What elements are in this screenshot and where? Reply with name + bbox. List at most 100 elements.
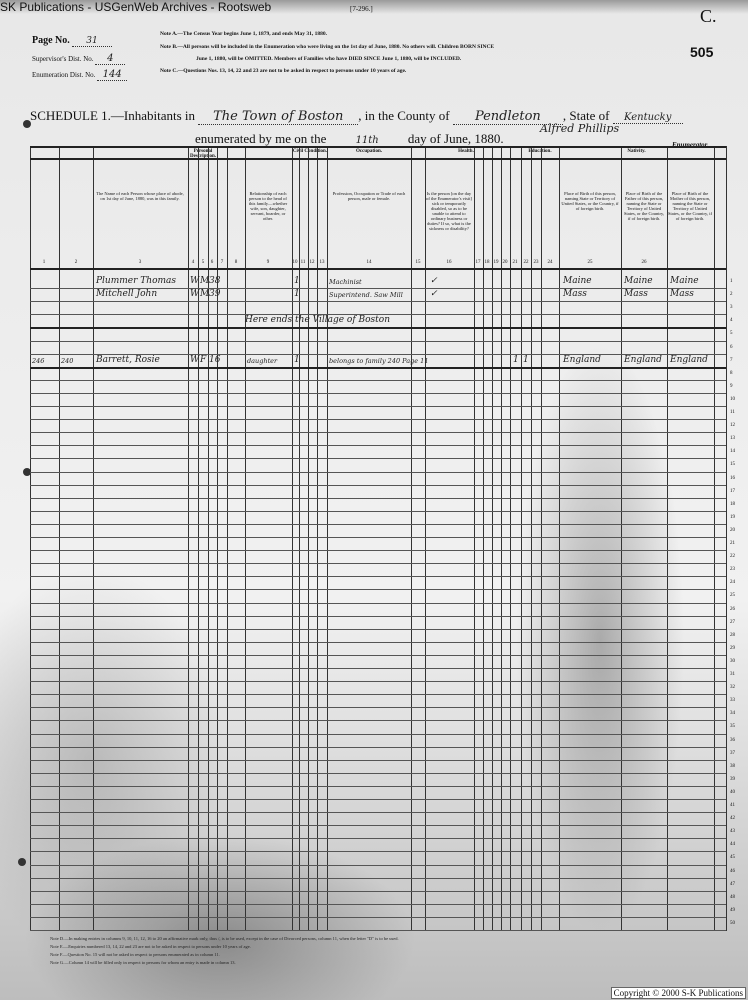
row-number: 25	[730, 593, 735, 599]
row-rule	[30, 602, 726, 604]
row-rule	[30, 733, 726, 735]
row-rule	[30, 432, 726, 434]
row-number: 33	[730, 698, 735, 704]
row-number: 36	[730, 737, 735, 743]
row-rule	[30, 537, 726, 538]
entry-father: Mass	[624, 289, 648, 300]
entry-age: 38	[209, 276, 221, 286]
row-number: 1	[730, 279, 733, 284]
group-civil: Civil Condition.	[292, 149, 328, 154]
entry-sex: M	[200, 276, 210, 286]
row-rule	[30, 825, 726, 827]
column-number: 11	[300, 260, 306, 265]
row-rule	[30, 327, 726, 330]
row-rule	[30, 746, 726, 748]
row-rule	[30, 772, 726, 774]
header-rule	[30, 146, 726, 148]
row-number: 43	[730, 829, 735, 835]
row-rule	[30, 589, 726, 591]
census-table: Personal Description. Civil Condition. O…	[30, 146, 735, 931]
entry-father: England	[624, 354, 662, 365]
row-number: 20	[730, 527, 735, 533]
row-number: 2	[730, 292, 733, 298]
column-number: 4	[191, 260, 195, 265]
row-rule	[30, 903, 726, 905]
entry-family: 240	[61, 356, 74, 365]
page-source-title: SK Publications - USGenWeb Archives - Ro…	[0, 0, 272, 14]
row-number: 32	[730, 685, 735, 691]
row-number: 6	[730, 344, 733, 350]
row-rule	[30, 419, 726, 421]
column-rule	[245, 146, 246, 931]
row-rule	[30, 484, 726, 486]
row-number: 41	[730, 803, 735, 808]
column-rule	[411, 146, 412, 931]
row-rule	[30, 812, 726, 814]
column-rule	[208, 146, 209, 931]
column-number: 5	[201, 260, 205, 265]
row-rule	[30, 628, 726, 630]
column-number: 25	[587, 260, 593, 265]
column-number: 1	[42, 260, 46, 265]
row-number: 29	[730, 645, 735, 651]
header-occupation: Profession, Occupation or Trade of each …	[332, 191, 406, 201]
row-number: 48	[730, 894, 735, 900]
row-rule	[30, 851, 726, 853]
column-number: 17	[475, 260, 481, 265]
entry-birthplace: Mass	[563, 289, 587, 300]
column-number: 18	[484, 260, 490, 265]
column-number: 6	[210, 260, 214, 265]
row-number: 4	[730, 318, 733, 324]
row-rule	[30, 340, 726, 342]
entry-sick: ✓	[430, 289, 438, 300]
column-rule	[292, 146, 293, 931]
column-rule	[188, 146, 189, 931]
row-number: 46	[730, 868, 735, 874]
row-rule	[30, 916, 726, 918]
column-rule	[308, 146, 309, 931]
column-number: 23	[533, 260, 539, 265]
column-rule	[726, 146, 727, 931]
row-rule	[30, 890, 726, 892]
row-number: 26	[730, 606, 735, 612]
row-number: 17	[730, 488, 735, 494]
row-rule	[30, 288, 726, 290]
entry-color: W	[190, 354, 200, 365]
supervisor-dist: Supervisor's Dist. No. 4	[32, 53, 126, 65]
row-number: 49	[730, 907, 735, 913]
enumerator-label: Enumerator.	[672, 141, 709, 149]
row-rule	[30, 576, 726, 578]
entry-sex: M	[200, 289, 210, 300]
note-b: Note B.—All persons will be included in …	[160, 44, 495, 50]
row-number: 27	[730, 619, 735, 625]
entry-age: 39	[209, 289, 221, 300]
column-number: 14	[366, 260, 372, 265]
row-number: 44	[730, 842, 735, 848]
column-rule	[217, 146, 218, 931]
column-number: 16	[446, 260, 452, 265]
note-a: Note A.—The Census Year begins June 1, 1…	[160, 31, 328, 37]
entry-civil: 1	[294, 354, 300, 365]
column-number: 3	[138, 260, 142, 265]
column-number: 20	[502, 260, 508, 265]
row-rule	[30, 458, 726, 460]
header-rule	[30, 268, 726, 270]
group-education: Education.	[528, 149, 552, 154]
column-number: 8	[234, 260, 238, 265]
column-number: 10	[292, 260, 298, 265]
entry-mother: Mass	[670, 289, 694, 300]
row-rule	[30, 694, 726, 696]
enumerator-signature: Alfred Phillips	[540, 122, 620, 135]
entry-mother: Maine	[670, 276, 699, 286]
column-rule	[541, 146, 542, 931]
corner-letter: C.	[700, 6, 717, 26]
binding-hole-icon	[18, 858, 26, 866]
row-rule	[30, 838, 726, 840]
row-rule	[30, 668, 726, 669]
entry-occupation: belongs to family 240 Page 11	[329, 356, 429, 365]
header-mother-birthplace: Place of Birth of the Mother of this per…	[668, 191, 712, 221]
column-rule	[327, 146, 328, 931]
entry-civil: 1	[294, 276, 300, 286]
row-number: 42	[730, 816, 735, 822]
row-number: 13	[730, 436, 735, 442]
